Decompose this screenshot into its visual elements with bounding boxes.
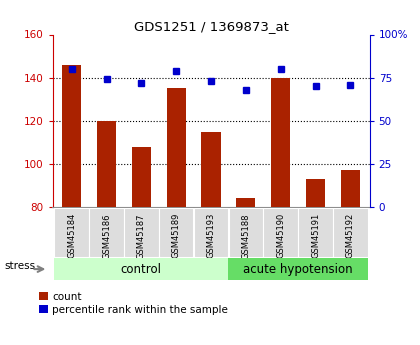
Text: GSM45190: GSM45190 — [276, 213, 285, 258]
Text: GSM45189: GSM45189 — [172, 213, 181, 258]
Bar — [236, 198, 255, 207]
FancyBboxPatch shape — [159, 207, 194, 257]
Text: GSM45191: GSM45191 — [311, 213, 320, 258]
Bar — [202, 131, 220, 207]
Bar — [167, 88, 186, 207]
Text: stress: stress — [4, 261, 35, 271]
FancyBboxPatch shape — [333, 207, 368, 257]
Title: GDS1251 / 1369873_at: GDS1251 / 1369873_at — [134, 20, 289, 33]
Bar — [271, 78, 290, 207]
Text: acute hypotension: acute hypotension — [243, 263, 353, 276]
FancyBboxPatch shape — [298, 207, 333, 257]
FancyBboxPatch shape — [228, 207, 263, 257]
Bar — [62, 65, 81, 207]
Bar — [306, 179, 325, 207]
FancyBboxPatch shape — [228, 258, 368, 280]
Text: GSM45186: GSM45186 — [102, 213, 111, 258]
Text: control: control — [121, 263, 162, 276]
Legend: count, percentile rank within the sample: count, percentile rank within the sample — [39, 292, 228, 315]
Text: GSM45193: GSM45193 — [207, 213, 215, 258]
Text: GSM45187: GSM45187 — [137, 213, 146, 258]
FancyBboxPatch shape — [55, 207, 89, 257]
Bar — [97, 121, 116, 207]
Bar — [341, 170, 360, 207]
Bar — [132, 147, 151, 207]
FancyBboxPatch shape — [263, 207, 298, 257]
FancyBboxPatch shape — [54, 258, 228, 280]
Text: GSM45192: GSM45192 — [346, 213, 355, 258]
Text: GSM45188: GSM45188 — [241, 213, 250, 258]
FancyBboxPatch shape — [89, 207, 124, 257]
FancyBboxPatch shape — [194, 207, 228, 257]
Text: GSM45184: GSM45184 — [67, 213, 76, 258]
FancyBboxPatch shape — [124, 207, 159, 257]
